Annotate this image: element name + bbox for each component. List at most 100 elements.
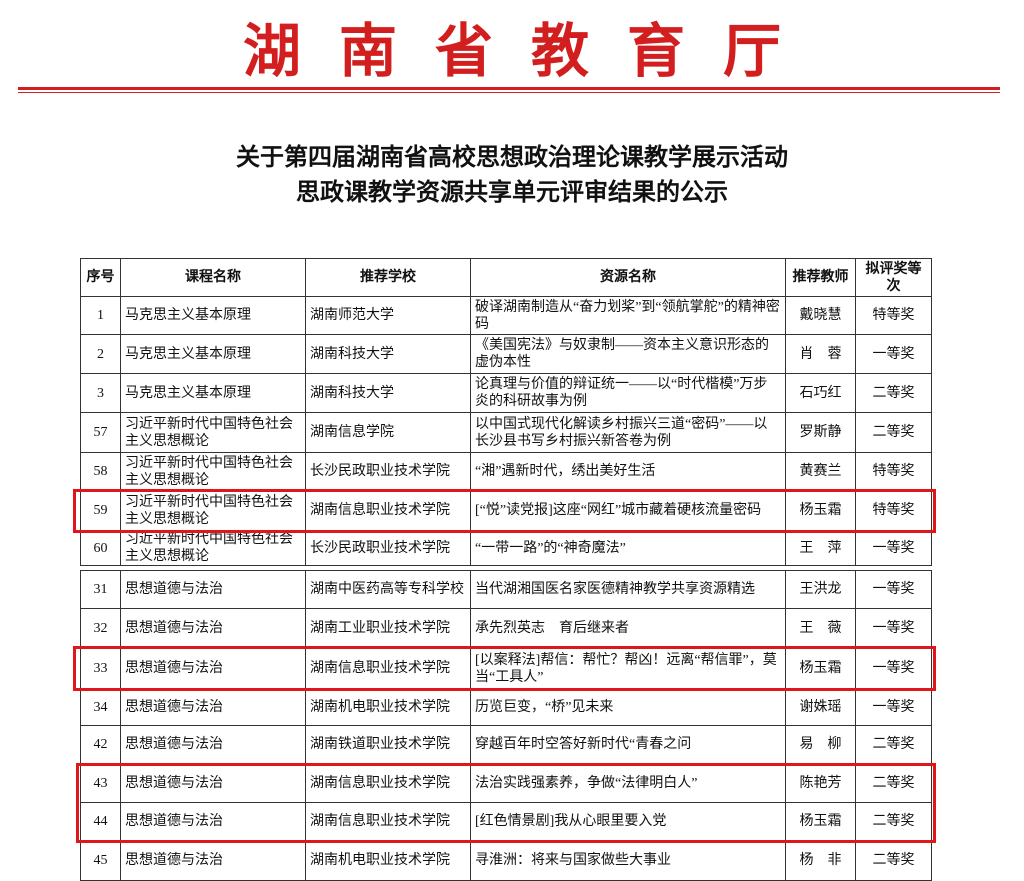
document-title-line2: 思政课教学资源共享单元评审结果的公示: [296, 180, 728, 206]
cell-award: 一等奖: [855, 570, 932, 609]
table-row: 33 思想道德与法治 湖南信息职业技术学院 [以案释法]帮信：帮忙？帮凶！远离“帮信罪…: [80, 648, 932, 689]
table-row: 2 马克思主义基本原理 湖南科技大学 《美国宪法》与奴隶制——资本主义意识形态的虚伪本…: [80, 334, 932, 374]
cell-resource: 寻淮洲：将来与国家做些大事业: [470, 840, 786, 881]
cell-course: 习近平新时代中国特色社会主义思想概论: [120, 530, 306, 566]
table-row: 32 思想道德与法治 湖南工业职业技术学院 承先烈英志 育后继来者王 薇一等奖: [80, 608, 932, 649]
cell-seq: 32: [80, 608, 121, 649]
table-row: 34 思想道德与法治 湖南机电职业技术学院 历览巨变，“桥”见未来 谢姝瑶 一等奖: [80, 688, 932, 726]
masthead-logo: 湖南省教育厅: [242, 19, 819, 84]
cell-resource: 破译湖南制造从“奋力划桨”到“领航掌舵”的精神密码: [470, 296, 786, 335]
cell-resource: “一带一路”的“神奇魔法”: [470, 530, 786, 566]
cell-teacher: 易 柳: [785, 725, 856, 764]
cell-award: 二等奖: [855, 373, 932, 413]
cell-seq: 2: [80, 334, 121, 374]
cell-seq: 59: [80, 490, 121, 531]
masthead-divider-thin: [18, 92, 1000, 93]
cell-seq: 3: [80, 373, 121, 413]
table-row: 3 马克思主义基本原理 湖南科技大学 论真理与价值的辩证统一——以“时代楷模”万步炎的…: [80, 373, 932, 413]
cell-seq: 1: [80, 296, 121, 335]
cell-school: 湖南信息职业技术学院: [305, 802, 471, 841]
table-header-row: 序号 课程名称 推荐学校 资源名称 推荐教师 拟评奖等 次: [80, 258, 932, 297]
cell-school: 湖南机电职业技术学院: [305, 840, 471, 881]
cell-school: 湖南科技大学: [305, 373, 471, 413]
cell-course: 习近平新时代中国特色社会主义思想概论: [120, 490, 306, 531]
cell-course: 习近平新时代中国特色社会主义思想概论: [120, 452, 306, 491]
cell-award: 二等奖: [855, 802, 932, 841]
cell-award: 一等奖: [855, 648, 932, 689]
cell-course: 思想道德与法治: [120, 648, 306, 689]
cell-seq: 58: [80, 452, 121, 491]
cell-seq: 45: [80, 840, 121, 881]
table-row: 58 习近平新时代中国特色社会主义思想概论 长沙民政职业技术学院 “湘”遇新时代，绣出…: [80, 452, 932, 491]
cell-seq: 57: [80, 412, 121, 453]
cell-seq: 60: [80, 530, 121, 566]
cell-resource: 历览巨变，“桥”见未来: [470, 688, 786, 726]
cell-teacher: 黄赛兰: [785, 452, 856, 491]
cell-resource: [以案释法]帮信：帮忙？帮凶！远离“帮信罪”，莫当“工具人”: [470, 648, 786, 689]
cell-seq: 43: [80, 763, 121, 803]
cell-teacher: 杨玉霜: [785, 648, 856, 689]
cell-resource: 穿越百年时空答好新时代“青春之问: [470, 725, 786, 764]
cell-award: 二等奖: [855, 412, 932, 453]
cell-school: 湖南信息职业技术学院: [305, 648, 471, 689]
cell-teacher: 杨 非: [785, 840, 856, 881]
cell-resource: 当代湖湘国医名家医德精神教学共享资源精选: [470, 570, 786, 609]
cell-course: 思想道德与法治: [120, 763, 306, 803]
cell-school: 长沙民政职业技术学院: [305, 452, 471, 491]
cell-course: 思想道德与法治: [120, 608, 306, 649]
cell-award: 一等奖: [855, 608, 932, 649]
cell-teacher: 石巧红: [785, 373, 856, 413]
cell-resource: 承先烈英志 育后继来者: [470, 608, 786, 649]
cell-resource: “湘”遇新时代，绣出美好生活: [470, 452, 786, 491]
cell-teacher: 杨玉霜: [785, 490, 856, 531]
results-table-part2: 31 思想道德与法治 湖南中医药高等专科学校 当代湖湘国医名家医德精神教学共享资源精选…: [80, 570, 932, 881]
cell-resource: [“悦”读党报]这座“网红”城市藏着硬核流量密码: [470, 490, 786, 531]
cell-school: 湖南工业职业技术学院: [305, 608, 471, 649]
cell-award: 二等奖: [855, 840, 932, 881]
cell-teacher: 罗斯静: [785, 412, 856, 453]
header-award: 拟评奖等 次: [855, 258, 932, 297]
cell-teacher: 王 薇: [785, 608, 856, 649]
header-teacher: 推荐教师: [785, 258, 856, 297]
cell-teacher: 陈艳芳: [785, 763, 856, 803]
table-row: 45 思想道德与法治 湖南机电职业技术学院 寻淮洲：将来与国家做些大事业杨 非二等奖: [80, 840, 932, 881]
cell-school: 长沙民政职业技术学院: [305, 530, 471, 566]
cell-school: 湖南科技大学: [305, 334, 471, 374]
cell-course: 思想道德与法治: [120, 688, 306, 726]
cell-seq: 44: [80, 802, 121, 841]
cell-award: 一等奖: [855, 688, 932, 726]
table-row: 1 马克思主义基本原理 湖南师范大学 破译湖南制造从“奋力划桨”到“领航掌舵”的精神密…: [80, 296, 932, 335]
cell-teacher: 谢姝瑶: [785, 688, 856, 726]
cell-course: 思想道德与法治: [120, 570, 306, 609]
cell-school: 湖南中医药高等专科学校: [305, 570, 471, 609]
cell-seq: 34: [80, 688, 121, 726]
header-school: 推荐学校: [305, 258, 471, 297]
cell-teacher: 杨玉霜: [785, 802, 856, 841]
cell-school: 湖南师范大学: [305, 296, 471, 335]
cell-teacher: 王 萍: [785, 530, 856, 566]
cell-award: 二等奖: [855, 763, 932, 803]
header-course: 课程名称: [120, 258, 306, 297]
cell-award: 特等奖: [855, 296, 932, 335]
cell-school: 湖南信息职业技术学院: [305, 763, 471, 803]
cell-award: 特等奖: [855, 452, 932, 491]
cell-seq: 42: [80, 725, 121, 764]
cell-award: 二等奖: [855, 725, 932, 764]
cell-school: 湖南信息学院: [305, 412, 471, 453]
cell-teacher: 戴晓慧: [785, 296, 856, 335]
cell-course: 马克思主义基本原理: [120, 296, 306, 335]
cell-resource: [红色情景剧]我从心眼里要入党: [470, 802, 786, 841]
cell-award: 一等奖: [855, 334, 932, 374]
cell-resource: 法治实践强素养，争做“法律明白人”: [470, 763, 786, 803]
cell-course: 习近平新时代中国特色社会主义思想概论: [120, 412, 306, 453]
cell-teacher: 肖 蓉: [785, 334, 856, 374]
cell-school: 湖南信息职业技术学院: [305, 490, 471, 531]
table-row: 42 思想道德与法治 湖南铁道职业技术学院 穿越百年时空答好新时代“青春之问易 柳二等…: [80, 725, 932, 764]
table-row: 44 思想道德与法治 湖南信息职业技术学院 [红色情景剧]我从心眼里要入党 杨玉霜 二等奖: [80, 802, 932, 841]
cell-school: 湖南铁道职业技术学院: [305, 725, 471, 764]
header-seq: 序号: [80, 258, 121, 297]
cell-resource: 《美国宪法》与奴隶制——资本主义意识形态的虚伪本性: [470, 334, 786, 374]
cell-resource: 论真理与价值的辩证统一——以“时代楷模”万步炎的科研故事为例: [470, 373, 786, 413]
cell-seq: 31: [80, 570, 121, 609]
cell-course: 思想道德与法治: [120, 840, 306, 881]
